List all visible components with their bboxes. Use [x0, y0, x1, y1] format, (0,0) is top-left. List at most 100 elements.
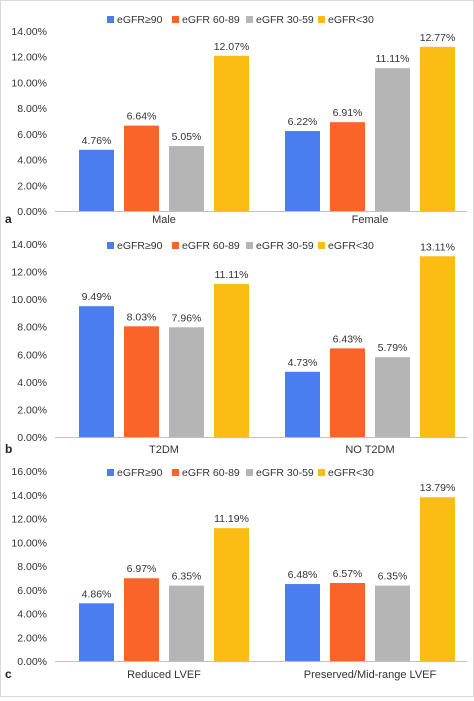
data-label: 9.49% [82, 291, 112, 303]
bar [375, 68, 410, 212]
y-tick-label: 8.00% [17, 322, 47, 334]
x-category-label: Female [352, 214, 389, 226]
data-label: 6.35% [378, 571, 408, 583]
bar [214, 55, 249, 211]
data-label: 12.07% [214, 41, 250, 53]
legend-label-1: eGFR≥90 [117, 240, 163, 252]
data-label: 11.11% [214, 269, 248, 281]
data-label: 5.05% [172, 131, 202, 143]
y-tick-label: 6.00% [17, 129, 47, 141]
bar [169, 585, 204, 661]
legend-swatch-1 [107, 242, 114, 249]
y-tick-label: 2.00% [17, 180, 47, 192]
data-label: 6.43% [333, 333, 363, 345]
legend-label-4: eGFR<30 [328, 240, 374, 252]
x-category-label: Preserved/Mid-range LVEF [304, 669, 437, 681]
x-category-label: Male [152, 214, 176, 226]
y-tick-label: 12.00% [11, 514, 47, 526]
data-label: 4.86% [82, 588, 112, 600]
legend-label-1: eGFR≥90 [117, 467, 163, 479]
bar [285, 371, 320, 437]
y-tick-label: 4.00% [17, 377, 47, 389]
data-label: 6.97% [127, 563, 157, 575]
data-label: 13.11% [420, 241, 455, 253]
legend-swatch-4 [318, 469, 325, 476]
y-tick-label: 12.00% [11, 52, 47, 64]
legend-label-3: eGFR 30-59 [256, 467, 314, 479]
y-tick-label: 0.00% [17, 656, 47, 668]
data-label: 4.73% [288, 357, 318, 369]
y-tick-label: 14.00% [11, 26, 47, 38]
legend-label-2: eGFR 60-89 [182, 240, 240, 252]
bar [375, 585, 410, 661]
legend-swatch-4 [318, 242, 325, 249]
panel-label: a [5, 212, 12, 226]
legend-swatch-3 [246, 469, 253, 476]
bar [285, 131, 320, 211]
bar [124, 578, 159, 661]
data-label: 11.11% [375, 53, 409, 65]
bar [214, 283, 249, 437]
y-tick-label: 4.00% [17, 609, 47, 621]
data-label: 7.96% [172, 312, 202, 324]
bar [124, 125, 159, 211]
bar [79, 149, 114, 211]
data-label: 4.76% [82, 135, 112, 147]
data-label: 11.19% [214, 513, 249, 525]
legend-swatch-2 [172, 16, 179, 23]
y-tick-label: 14.00% [11, 239, 47, 251]
data-label: 12.77% [420, 32, 456, 44]
legend-label-3: eGFR 30-59 [256, 240, 314, 252]
data-label: 6.35% [172, 571, 202, 583]
y-tick-label: 2.00% [17, 632, 47, 644]
data-label: 6.57% [333, 568, 363, 580]
legend-swatch-1 [107, 16, 114, 23]
data-label: 6.91% [333, 107, 363, 119]
bar [330, 122, 365, 211]
data-label: 6.22% [288, 116, 318, 128]
legend-swatch-3 [246, 242, 253, 249]
y-tick-label: 0.00% [17, 432, 47, 444]
y-tick-label: 8.00% [17, 561, 47, 573]
bar [330, 582, 365, 661]
legend-label-3: eGFR 30-59 [256, 14, 314, 26]
bar [214, 528, 249, 661]
panel-label: c [5, 667, 12, 681]
data-label: 6.64% [127, 111, 157, 123]
legend-label-2: eGFR 60-89 [182, 14, 240, 26]
x-category-label: Reduced LVEF [127, 669, 201, 681]
bar [330, 348, 365, 437]
data-label: 8.03% [127, 311, 157, 323]
bar [169, 146, 204, 211]
y-tick-label: 10.00% [11, 294, 47, 306]
legend-label-1: eGFR≥90 [117, 14, 163, 26]
legend-swatch-4 [318, 16, 325, 23]
y-tick-label: 16.00% [11, 466, 47, 478]
data-label: 6.48% [288, 569, 318, 581]
y-tick-label: 2.00% [17, 404, 47, 416]
bar [420, 256, 455, 437]
bar [79, 306, 114, 437]
bar [169, 327, 204, 437]
legend-label-2: eGFR 60-89 [182, 467, 240, 479]
x-category-label: NO T2DM [345, 444, 394, 456]
y-tick-label: 10.00% [11, 537, 47, 549]
legend-swatch-1 [107, 469, 114, 476]
y-tick-label: 8.00% [17, 103, 47, 115]
bar [285, 584, 320, 661]
legend-label-4: eGFR<30 [328, 14, 374, 26]
panel-label: b [5, 442, 12, 456]
legend-swatch-2 [172, 242, 179, 249]
bar [420, 46, 455, 211]
y-tick-label: 0.00% [17, 206, 47, 218]
legend-label-4: eGFR<30 [328, 467, 374, 479]
bar [420, 497, 455, 661]
y-tick-label: 6.00% [17, 349, 47, 361]
y-tick-label: 12.00% [11, 267, 47, 279]
legend-swatch-2 [172, 469, 179, 476]
x-category-label: T2DM [149, 444, 179, 456]
data-label: 5.79% [378, 342, 408, 354]
y-tick-label: 14.00% [11, 490, 47, 502]
legend-swatch-3 [246, 16, 253, 23]
